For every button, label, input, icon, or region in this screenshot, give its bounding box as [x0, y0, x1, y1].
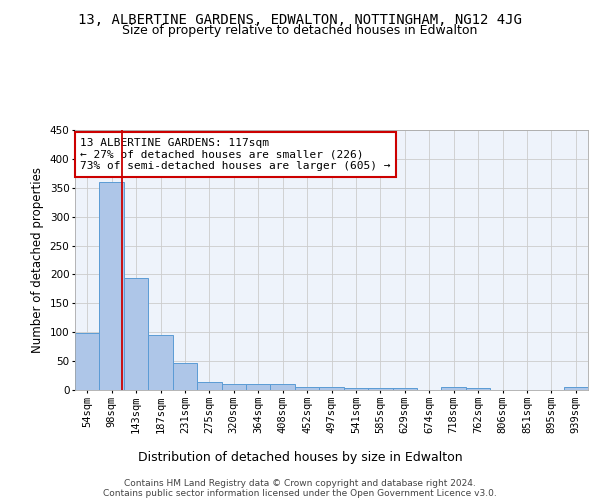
Bar: [295, 386, 319, 390]
Bar: [466, 388, 490, 390]
Y-axis label: Number of detached properties: Number of detached properties: [31, 167, 44, 353]
Text: Size of property relative to detached houses in Edwalton: Size of property relative to detached ho…: [122, 24, 478, 37]
Bar: [319, 387, 344, 390]
Text: Contains HM Land Registry data © Crown copyright and database right 2024.: Contains HM Land Registry data © Crown c…: [124, 480, 476, 488]
Bar: [173, 364, 197, 390]
Bar: [368, 388, 392, 390]
Bar: [100, 182, 124, 390]
Bar: [197, 382, 221, 390]
Bar: [271, 384, 295, 390]
Text: Contains public sector information licensed under the Open Government Licence v3: Contains public sector information licen…: [103, 490, 497, 498]
Text: 13 ALBERTINE GARDENS: 117sqm
← 27% of detached houses are smaller (226)
73% of s: 13 ALBERTINE GARDENS: 117sqm ← 27% of de…: [80, 138, 391, 171]
Text: Distribution of detached houses by size in Edwalton: Distribution of detached houses by size …: [137, 451, 463, 464]
Bar: [124, 278, 148, 390]
Bar: [246, 384, 271, 390]
Bar: [148, 335, 173, 390]
Text: 13, ALBERTINE GARDENS, EDWALTON, NOTTINGHAM, NG12 4JG: 13, ALBERTINE GARDENS, EDWALTON, NOTTING…: [78, 12, 522, 26]
Bar: [75, 334, 100, 390]
Bar: [344, 388, 368, 390]
Bar: [442, 387, 466, 390]
Bar: [392, 388, 417, 390]
Bar: [221, 384, 246, 390]
Bar: [563, 387, 588, 390]
